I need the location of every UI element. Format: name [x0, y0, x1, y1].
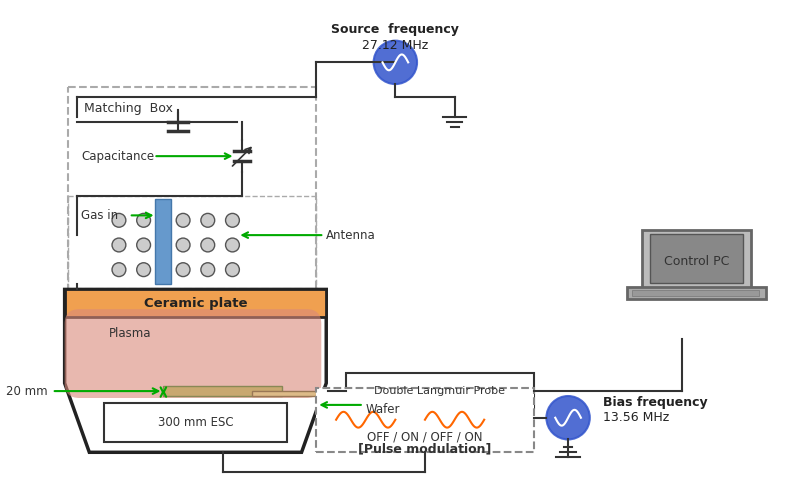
Circle shape	[112, 238, 126, 252]
Bar	[252, 391, 328, 396]
Text: OFF / ON / OFF / ON: OFF / ON / OFF / ON	[368, 431, 483, 444]
Circle shape	[226, 213, 239, 227]
Bar	[156, 199, 171, 285]
Text: Ceramic plate: Ceramic plate	[143, 297, 247, 310]
Bar	[346, 373, 534, 408]
Text: 300 mm ESC: 300 mm ESC	[158, 416, 233, 429]
Circle shape	[137, 238, 151, 252]
Bar	[642, 230, 750, 289]
Circle shape	[226, 263, 239, 277]
Text: Double Langmuir Probe: Double Langmuir Probe	[374, 386, 505, 396]
Text: [Pulse modulation]: [Pulse modulation]	[359, 443, 492, 456]
Circle shape	[546, 396, 590, 440]
Text: Capacitance: Capacitance	[81, 150, 155, 163]
Text: Control PC: Control PC	[663, 255, 729, 268]
Bar	[164, 386, 282, 396]
Bar	[104, 403, 287, 443]
Text: Wafer: Wafer	[366, 404, 401, 416]
Circle shape	[137, 213, 151, 227]
Circle shape	[112, 213, 126, 227]
Text: 13.56 MHz: 13.56 MHz	[603, 411, 669, 424]
Circle shape	[201, 238, 214, 252]
Circle shape	[177, 263, 190, 277]
Circle shape	[177, 238, 190, 252]
Text: Plasma: Plasma	[109, 327, 152, 340]
Bar	[632, 290, 758, 296]
Text: Matching  Box: Matching Box	[85, 102, 173, 115]
Text: 20 mm: 20 mm	[6, 385, 48, 398]
Text: Antenna: Antenna	[326, 228, 376, 242]
Bar	[317, 388, 534, 452]
Circle shape	[374, 41, 417, 84]
Bar	[627, 287, 766, 299]
Circle shape	[201, 213, 214, 227]
FancyBboxPatch shape	[64, 309, 322, 398]
Circle shape	[226, 238, 239, 252]
Bar	[650, 234, 743, 284]
Circle shape	[177, 213, 190, 227]
Circle shape	[112, 263, 126, 277]
Bar	[64, 289, 326, 317]
Text: Gas in: Gas in	[81, 209, 118, 222]
Circle shape	[137, 263, 151, 277]
Text: Bias frequency: Bias frequency	[603, 396, 708, 409]
Text: 27.12 MHz: 27.12 MHz	[362, 39, 429, 52]
Circle shape	[201, 263, 214, 277]
Text: Source  frequency: Source frequency	[331, 23, 459, 36]
